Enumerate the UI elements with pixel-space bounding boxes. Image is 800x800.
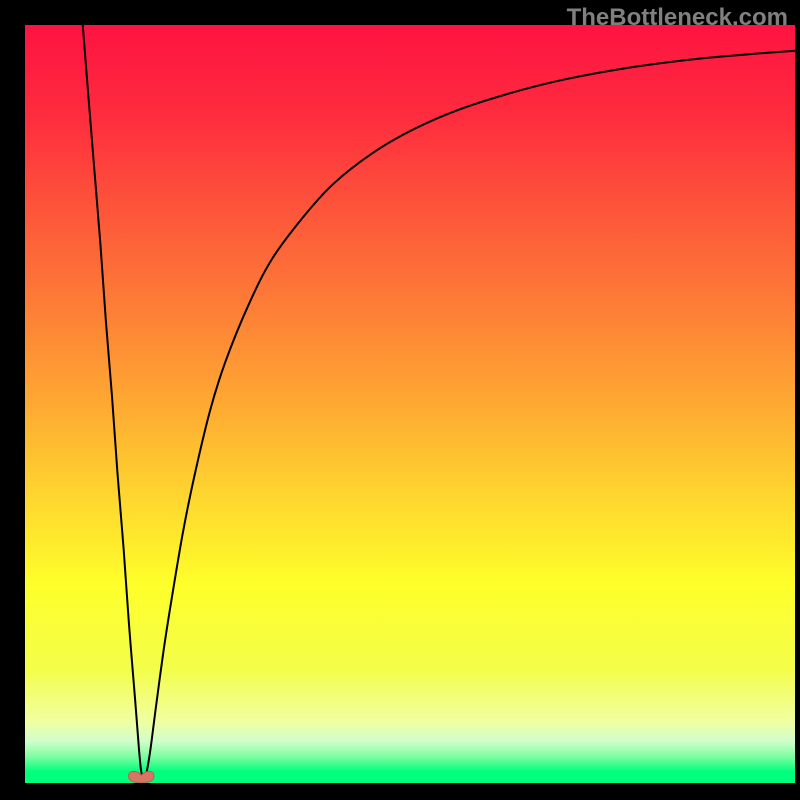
chart-container: { "meta": { "watermark_text": "TheBottle…: [0, 0, 800, 800]
chart-plot-background: [25, 25, 795, 783]
bottleneck-chart: [0, 0, 800, 800]
watermark-text: TheBottleneck.com: [567, 4, 788, 32]
